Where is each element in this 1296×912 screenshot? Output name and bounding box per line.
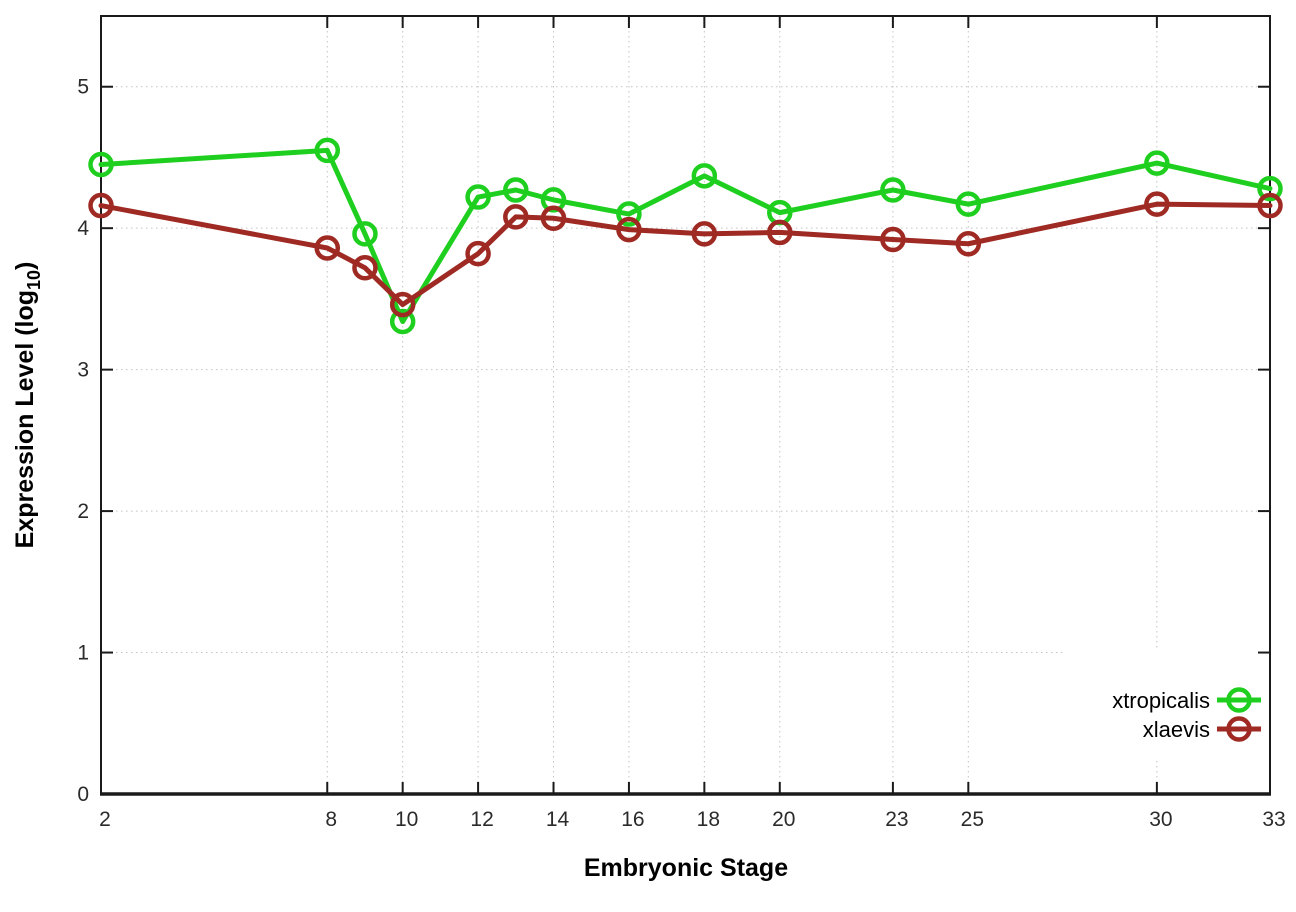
marker-xtropicalis (503, 177, 529, 203)
marker-xtropicalis (389, 308, 416, 335)
marker-xlaevis (767, 219, 793, 246)
marker-xtropicalis (1144, 150, 1170, 176)
y-tick-label: 4 (77, 217, 89, 240)
x-tick-label: 20 (772, 808, 795, 831)
marker-xtropicalis (691, 163, 718, 189)
series-line-xlaevis (98, 201, 1273, 308)
marker-xtropicalis (616, 201, 642, 227)
marker-xtropicalis (880, 177, 906, 203)
y-axis-title-subscript: 10 (24, 270, 44, 290)
legend-marker-xtropicalis (1226, 687, 1252, 713)
x-tick-label: 30 (1149, 808, 1172, 831)
y-axis-title-main: Expression Level (log (11, 290, 39, 548)
marker-xtropicalis (352, 221, 378, 247)
x-tick-label: 14 (546, 808, 570, 831)
marker-xtropicalis (540, 187, 567, 213)
legend-label-xtropicalis: xtropicalis (1112, 688, 1210, 713)
x-tick-label: 25 (961, 808, 984, 831)
marker-xtropicalis (314, 137, 341, 164)
y-tick-label: 5 (77, 76, 89, 99)
marker-xlaevis (540, 205, 567, 232)
x-tick-label: 23 (885, 808, 908, 831)
marker-xlaevis (503, 204, 529, 230)
x-axis-title: Embryonic Stage (584, 854, 788, 882)
y-tick-label: 0 (77, 783, 89, 806)
marker-xtropicalis (1257, 175, 1283, 202)
x-tick-label: 12 (470, 808, 493, 831)
x-tick-label: 2 (99, 808, 111, 831)
marker-xlaevis (1257, 192, 1283, 219)
y-tick-label: 2 (77, 500, 89, 523)
y-tick-label: 1 (77, 642, 89, 665)
y-axis-title-suffix: ) (11, 262, 39, 270)
x-tick-label: 8 (325, 808, 337, 831)
marker-xlaevis (616, 216, 642, 243)
x-tick-label: 18 (697, 808, 720, 831)
series-line-xtropicalis (98, 147, 1273, 325)
marker-xlaevis (691, 221, 718, 247)
marker-xlaevis (955, 230, 982, 257)
marker-xlaevis (880, 226, 906, 253)
y-tick-label: 3 (77, 359, 89, 382)
series-layer (88, 137, 1283, 335)
marker-xlaevis (465, 240, 491, 267)
x-tick-label: 33 (1262, 808, 1285, 831)
marker-xlaevis (1144, 191, 1170, 217)
marker-xlaevis (314, 235, 341, 261)
legend-marker-xlaevis (1226, 716, 1252, 742)
marker-xlaevis (88, 192, 114, 219)
marker-xlaevis (352, 255, 378, 281)
marker-xlaevis (389, 291, 416, 318)
marker-xtropicalis (955, 191, 982, 217)
legend-label-xlaevis: xlaevis (1143, 717, 1210, 742)
y-axis-title: Expression Level (log10) (11, 262, 44, 549)
marker-xtropicalis (465, 184, 491, 210)
x-tick-label: 16 (621, 808, 644, 831)
x-tick-label: 10 (395, 808, 418, 831)
marker-xtropicalis (88, 151, 114, 178)
legend: xtropicalis xlaevis (1065, 648, 1269, 758)
